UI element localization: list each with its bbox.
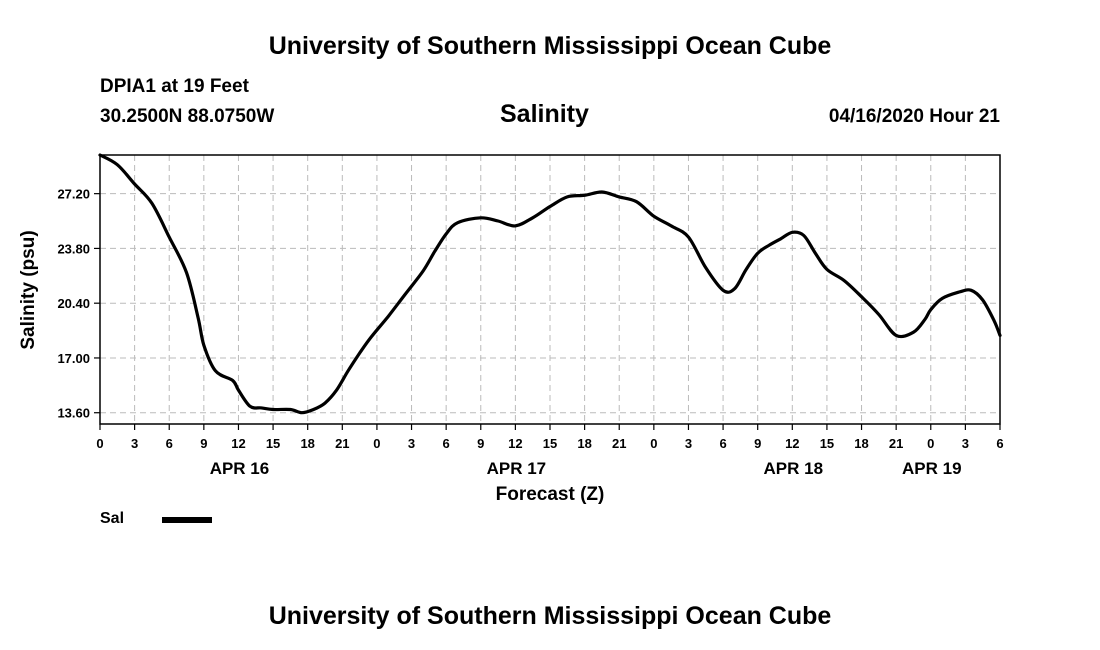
- x-tick-label: 21: [335, 436, 349, 451]
- variable-title: Salinity: [500, 100, 589, 128]
- x-tick-label: 3: [962, 436, 969, 451]
- y-tick-label: 17.00: [57, 351, 90, 366]
- y-tick-label: 23.80: [57, 241, 90, 256]
- y-axis: 13.60 17.00 20.40 23.80 27.20: [57, 187, 100, 421]
- date-label: APR 19: [902, 459, 962, 478]
- x-tick-label: 21: [889, 436, 903, 451]
- x-tick-label: 18: [300, 436, 314, 451]
- x-tick-label: 15: [266, 436, 280, 451]
- x-tick-label: 6: [443, 436, 450, 451]
- x-tick-label: 9: [200, 436, 207, 451]
- x-tick-label: 18: [854, 436, 868, 451]
- chart-header-title: University of Southern Mississippi Ocean…: [268, 32, 832, 60]
- x-tick-label: 12: [508, 436, 522, 451]
- x-tick-label: 15: [543, 436, 557, 451]
- x-tick-label: 0: [650, 436, 657, 451]
- x-tick-label: 3: [408, 436, 415, 451]
- x-axis-label: Forecast (Z): [496, 484, 605, 505]
- x-tick-label: 6: [719, 436, 726, 451]
- station-name: DPIA1 at 19 Feet: [100, 76, 249, 97]
- x-tick-label: 12: [785, 436, 799, 451]
- legend-label: Sal: [100, 510, 125, 527]
- x-tick-label: 6: [996, 436, 1003, 451]
- station-coordinates: 30.2500N 88.0750W: [100, 106, 275, 127]
- y-tick-label: 27.20: [57, 187, 90, 202]
- chart-footer-title: University of Southern Mississippi Ocean…: [268, 602, 832, 630]
- x-tick-label: 12: [231, 436, 245, 451]
- x-tick-label: 18: [577, 436, 591, 451]
- date-label: APR 18: [764, 459, 824, 478]
- x-tick-label: 3: [131, 436, 138, 451]
- y-tick-label: 20.40: [57, 296, 90, 311]
- x-tick-label: 21: [612, 436, 626, 451]
- date-label: APR 16: [210, 459, 270, 478]
- x-tick-label: 0: [927, 436, 934, 451]
- x-axis: 0 3 6 9 12 15 18 21 0 3 6 9 12 15 18 21 0 3 6 9 12 15 18 21 0 3 6: [96, 424, 1004, 451]
- y-tick-label: 13.60: [57, 406, 90, 421]
- x-tick-label: 9: [477, 436, 484, 451]
- x-tick-label: 0: [96, 436, 103, 451]
- x-tick-label: 0: [373, 436, 380, 451]
- x-tick-label: 6: [166, 436, 173, 451]
- date-labels: APR 16 APR 17 APR 18 APR 19: [210, 459, 962, 478]
- salinity-series-line: [98, 153, 1002, 415]
- forecast-date: 04/16/2020 Hour 21: [828, 106, 1000, 127]
- y-axis-label: Salinity (psu): [18, 230, 39, 349]
- date-label: APR 17: [487, 459, 547, 478]
- x-tick-label: 9: [754, 436, 761, 451]
- x-tick-label: 15: [820, 436, 834, 451]
- x-tick-label: 3: [685, 436, 692, 451]
